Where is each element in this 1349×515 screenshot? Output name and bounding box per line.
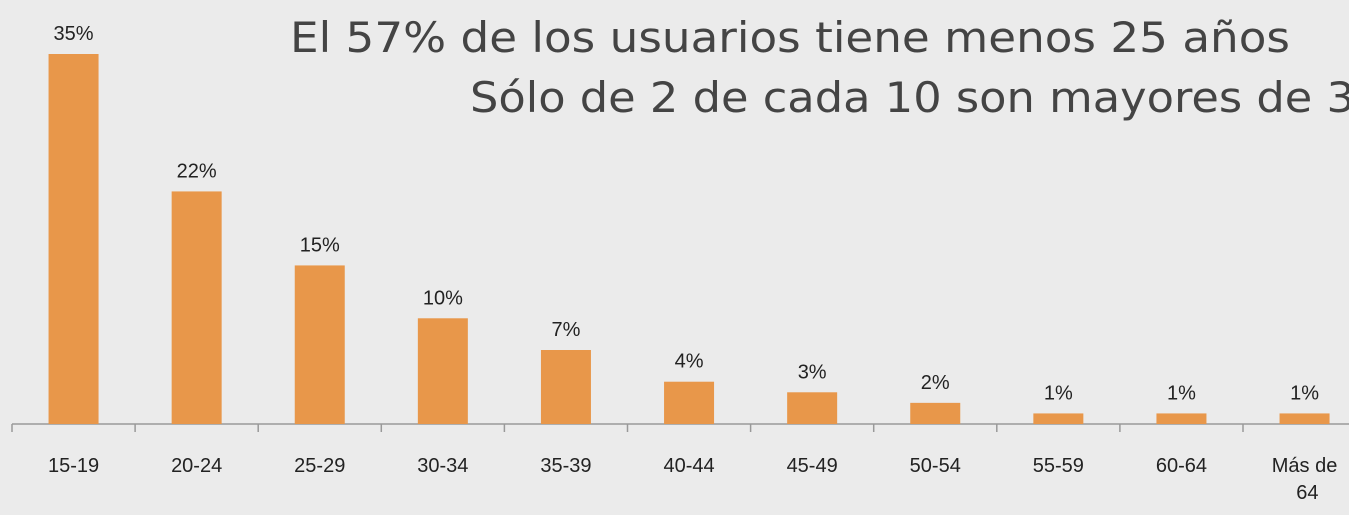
bar — [48, 54, 99, 424]
x-tick-label: 35-39 — [540, 455, 591, 477]
x-tick-label: 30-34 — [417, 455, 468, 477]
bar — [1033, 413, 1084, 424]
value-label: 3% — [798, 361, 827, 383]
x-tick-label: 55-59 — [1033, 455, 1084, 477]
x-tick-label: 15-19 — [48, 455, 99, 477]
value-label: 15% — [300, 234, 340, 256]
bar — [664, 381, 715, 424]
value-label: 10% — [423, 287, 463, 309]
value-label: 1% — [1044, 382, 1073, 404]
chart-subtitle: Sólo de 2 de cada 10 son mayores de 3 — [470, 73, 1349, 122]
x-tick-label: 45-49 — [787, 455, 838, 477]
value-label: 35% — [54, 23, 94, 45]
x-tick-label: 50-54 — [910, 455, 961, 477]
x-tick-label: 20-24 — [171, 455, 222, 477]
value-label: 7% — [551, 319, 580, 341]
bar — [294, 265, 345, 424]
x-tick-label: 60-64 — [1156, 455, 1207, 477]
chart-title: El 57% de los usuarios tiene menos 25 añ… — [290, 13, 1290, 62]
bar — [540, 350, 591, 424]
value-label: 22% — [177, 160, 217, 182]
bar — [171, 191, 222, 424]
x-tick-label: 40-44 — [663, 455, 714, 477]
value-label: 1% — [1167, 382, 1196, 404]
bar — [1156, 413, 1207, 424]
value-label: 2% — [921, 372, 950, 394]
bar — [1279, 413, 1330, 424]
value-label: 1% — [1290, 382, 1319, 404]
value-label: 4% — [675, 351, 704, 373]
bar — [910, 402, 961, 424]
x-tick-label: 25-29 — [294, 455, 345, 477]
bar — [417, 318, 468, 424]
x-tick-label: Más de 64 — [1272, 455, 1338, 504]
bar — [787, 392, 838, 424]
